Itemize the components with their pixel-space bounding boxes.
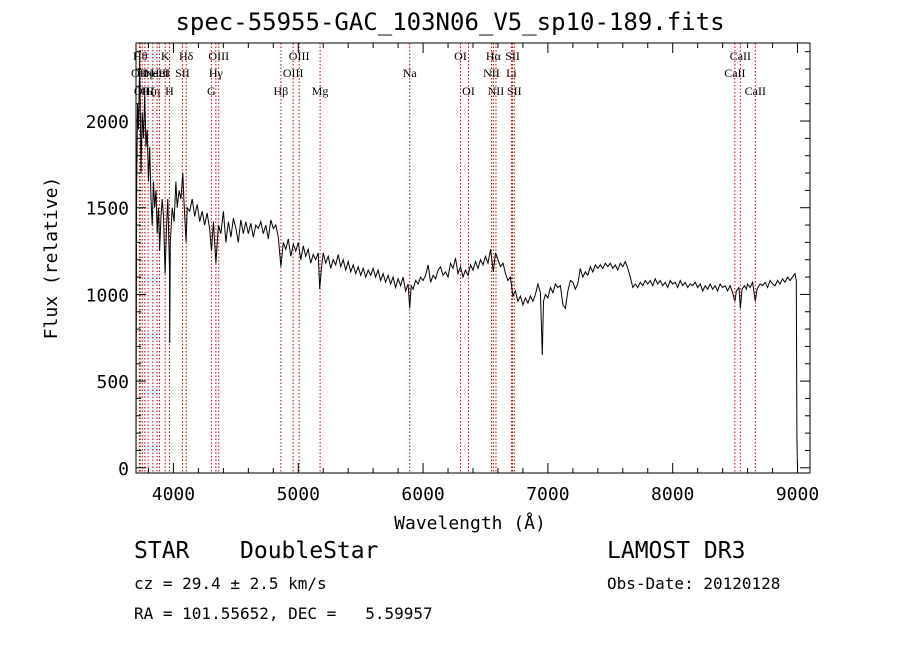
x-tick-label: 6000: [401, 484, 444, 505]
x-tick-label: 4000: [152, 484, 195, 505]
x-tick-label: 8000: [651, 484, 694, 505]
line-label-4: Hζ: [141, 84, 155, 98]
x-axis-title: Wavelength (Å): [394, 512, 546, 534]
line-label-11: Hδ: [179, 49, 194, 63]
y-axis: 0 500 1000 1500 2000: [86, 51, 810, 480]
line-label-3: Hη: [137, 66, 152, 80]
chart-title: spec-55955-GAC_103N06_V5_sp10-189.fits: [175, 8, 725, 36]
line-label-8: K: [161, 49, 170, 63]
y-axis-title: Flux (relative): [41, 177, 62, 340]
line-label-29: CaII: [730, 49, 751, 63]
line-label-26: SII: [505, 49, 520, 63]
line-label-1: Hθ: [133, 49, 148, 63]
line-label-7: HeI: [151, 66, 169, 80]
line-label-15: Hβ: [274, 84, 289, 98]
line-label-6: NeIII: [144, 66, 170, 80]
x-tick-label: 5000: [277, 484, 320, 505]
y-tick-label: 2000: [86, 112, 129, 133]
object-class: STAR: [134, 538, 190, 564]
survey-name: LAMOST DR3: [607, 538, 746, 564]
redshift-cz: cz = 29.4 ± 2.5 km/s: [134, 574, 327, 593]
line-label-10: SII: [175, 66, 190, 80]
line-label-23: Hα: [486, 49, 502, 63]
line-label-12: G: [207, 84, 216, 98]
x-tick-label: 7000: [526, 484, 569, 505]
line-label-17: OIII: [289, 49, 310, 63]
line-label-19: Na: [403, 66, 418, 80]
line-label-25: Li: [506, 66, 517, 80]
line-label-16: OIII: [283, 66, 304, 80]
line-label-5: Hη: [145, 84, 160, 98]
coordinates: RA = 101.55652, DEC = 5.59957: [134, 604, 433, 623]
y-tick-label: 1000: [86, 285, 129, 306]
line-label-18: Mg: [312, 84, 329, 98]
line-label-27: SII: [507, 84, 522, 98]
line-label-14: OIII: [208, 49, 229, 63]
y-tick-label: 500: [96, 372, 129, 393]
line-label-24: NII: [488, 84, 505, 98]
line-markers: [138, 43, 756, 473]
line-label-9: H: [165, 84, 174, 98]
x-axis: 4000 5000 6000 7000 8000 9000: [147, 43, 819, 505]
observation-date: Obs-Date: 20120128: [607, 574, 781, 593]
line-label-22: NII: [483, 66, 500, 80]
line-label-2: OII: [134, 84, 151, 98]
x-tick-label: 9000: [776, 484, 819, 505]
spectrum-series: [135, 60, 798, 468]
line-labels: OIIHθOIIHηHζHηNeIIIHeIKHSIIHδGHγOIIIHβOI…: [131, 49, 766, 98]
line-label-21: OI: [462, 84, 475, 98]
plot-frame: [135, 42, 811, 474]
line-label-28: CaII: [724, 66, 745, 80]
object-subclass: DoubleStar: [240, 538, 379, 564]
line-label-30: CaII: [745, 84, 766, 98]
y-tick-label: 0: [118, 459, 129, 480]
line-label-13: Hγ: [209, 66, 224, 80]
line-label-20: OI: [454, 49, 467, 63]
y-tick-label: 1500: [86, 199, 129, 220]
